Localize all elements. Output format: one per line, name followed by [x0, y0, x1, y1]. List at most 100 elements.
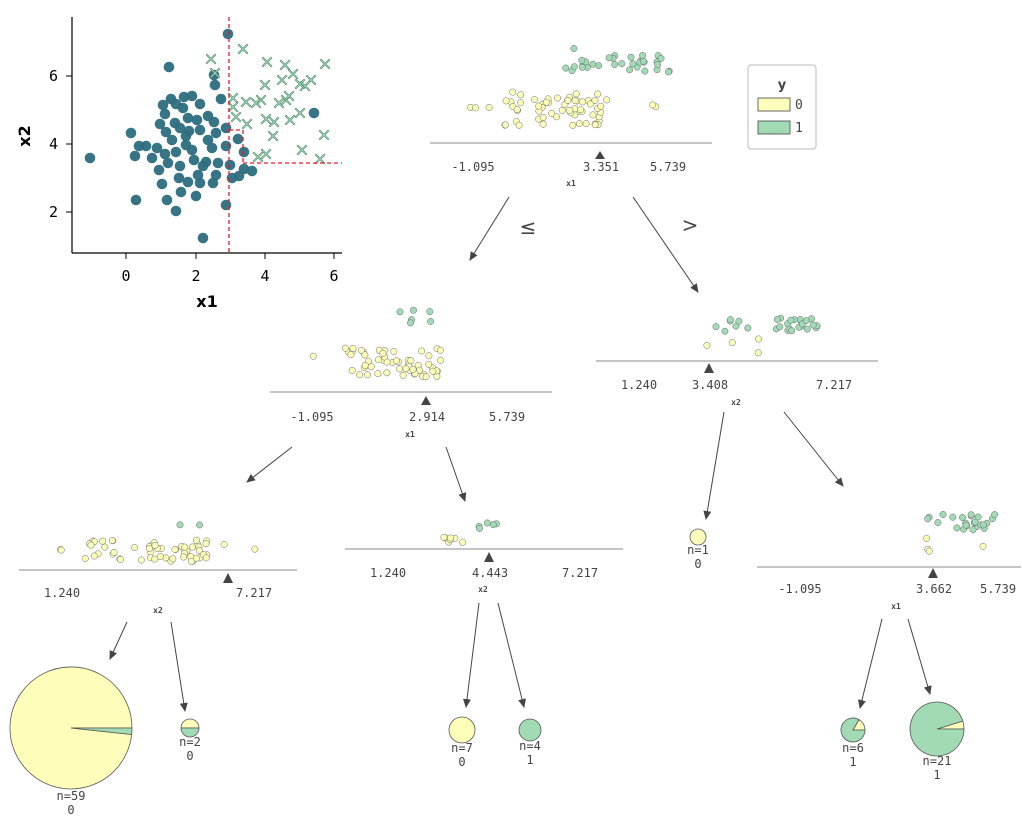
node-point: [361, 351, 369, 359]
scatter-x-marker: [294, 78, 306, 90]
node-point: [959, 514, 966, 521]
scatter-x-marker: [230, 111, 242, 123]
node-point: [357, 346, 365, 354]
node-point: [427, 318, 435, 325]
node-point: [572, 90, 580, 98]
node-point: [309, 352, 317, 360]
node-point: [151, 541, 159, 549]
scatter-point: [130, 194, 142, 206]
leaf-class: 0: [694, 557, 701, 571]
tree-edges: [109, 196, 932, 712]
scatter-point: [153, 164, 165, 176]
edge: [632, 196, 699, 293]
node-point: [347, 351, 355, 359]
node-point: [548, 109, 556, 117]
edge: [783, 411, 844, 487]
node-point: [188, 557, 195, 565]
scatter-point: [177, 102, 189, 114]
node-point: [809, 321, 817, 329]
scatter-point: [84, 152, 96, 164]
leaf-count: n=59: [57, 789, 86, 803]
pie-slice: [518, 718, 542, 742]
scatter-point: [186, 90, 198, 102]
scatter-point: [146, 152, 158, 164]
scatter-point: [246, 165, 258, 177]
node-point: [131, 544, 139, 552]
scatter-point: [159, 108, 171, 120]
node-point: [566, 107, 574, 115]
scatter-x-marker: [273, 97, 285, 109]
node-point: [436, 356, 444, 364]
node-tick-label: 5.739: [980, 582, 1016, 596]
scatter-point: [209, 79, 221, 91]
scatter-x-ticks: 0 2 4 6: [121, 253, 339, 285]
scatter-y-label: x2: [15, 125, 34, 146]
scatter-point: [222, 28, 234, 40]
node-point: [402, 365, 410, 373]
scatter-point: [166, 134, 178, 146]
node-point: [171, 545, 179, 553]
node-point: [571, 97, 579, 105]
node-tick-label: 1.240: [621, 378, 657, 392]
scatter-point: [207, 177, 219, 189]
node-point: [578, 56, 586, 64]
scatter-xtick-label: 6: [329, 267, 338, 285]
leaf-count: n=1: [687, 543, 709, 557]
scatter-point: [220, 122, 232, 134]
node-point: [99, 537, 107, 545]
edge: [907, 618, 932, 695]
edge: [109, 621, 128, 660]
node-point: [108, 537, 116, 544]
node-point: [110, 548, 118, 556]
node-point: [934, 519, 942, 527]
node-point: [570, 63, 578, 71]
node-point: [374, 356, 382, 364]
scatter-xtick-label: 2: [191, 267, 200, 285]
scatter-point: [154, 118, 166, 130]
node-point: [476, 524, 483, 532]
node-point: [570, 45, 578, 52]
scatter-point: [208, 116, 220, 128]
node-point: [356, 371, 364, 379]
tree-node-left: -1.095 2.914 5.739 x1: [270, 306, 552, 439]
scatter-point: [165, 93, 177, 105]
scatter-point: [191, 114, 203, 126]
leaf-count: n=21: [923, 754, 952, 768]
pie-slice: [840, 717, 866, 743]
node-tick-label: 5.739: [650, 160, 686, 174]
scatter-point: [220, 199, 232, 211]
node-point: [553, 113, 560, 121]
node-point: [392, 357, 400, 365]
scatter-x-marker: [283, 90, 295, 102]
node-point: [591, 97, 599, 104]
scatter-point: [170, 205, 182, 217]
node-point: [425, 352, 433, 360]
node-point: [703, 341, 711, 349]
node-point: [971, 518, 979, 526]
scatter-point: [157, 99, 169, 111]
node-point: [569, 121, 577, 129]
node-point: [603, 96, 611, 104]
node-point: [755, 335, 763, 343]
node-point: [787, 316, 795, 324]
leaf-count: n=2: [179, 735, 201, 749]
node-point: [517, 91, 525, 99]
node-point: [641, 67, 649, 75]
scatter-point: [197, 232, 209, 244]
scatter-x-marker: [260, 113, 272, 125]
scatter-x-marker: [250, 97, 262, 109]
node-point: [657, 54, 665, 62]
scatter-x-marker: [319, 58, 331, 70]
scatter-point: [182, 176, 194, 188]
leaf-leaf-lr-l: n=70: [448, 716, 476, 769]
node-feature-label: x1: [891, 602, 901, 611]
node-point: [513, 106, 521, 114]
scatter-x-marker: [279, 59, 291, 71]
node-point: [196, 521, 204, 529]
node-point: [953, 524, 961, 532]
scatter-point: [174, 160, 186, 172]
legend-swatch-1: [757, 120, 791, 135]
node-point: [409, 365, 417, 373]
tree-node-root: -1.095 3.351 5.739 x1: [430, 45, 712, 188]
